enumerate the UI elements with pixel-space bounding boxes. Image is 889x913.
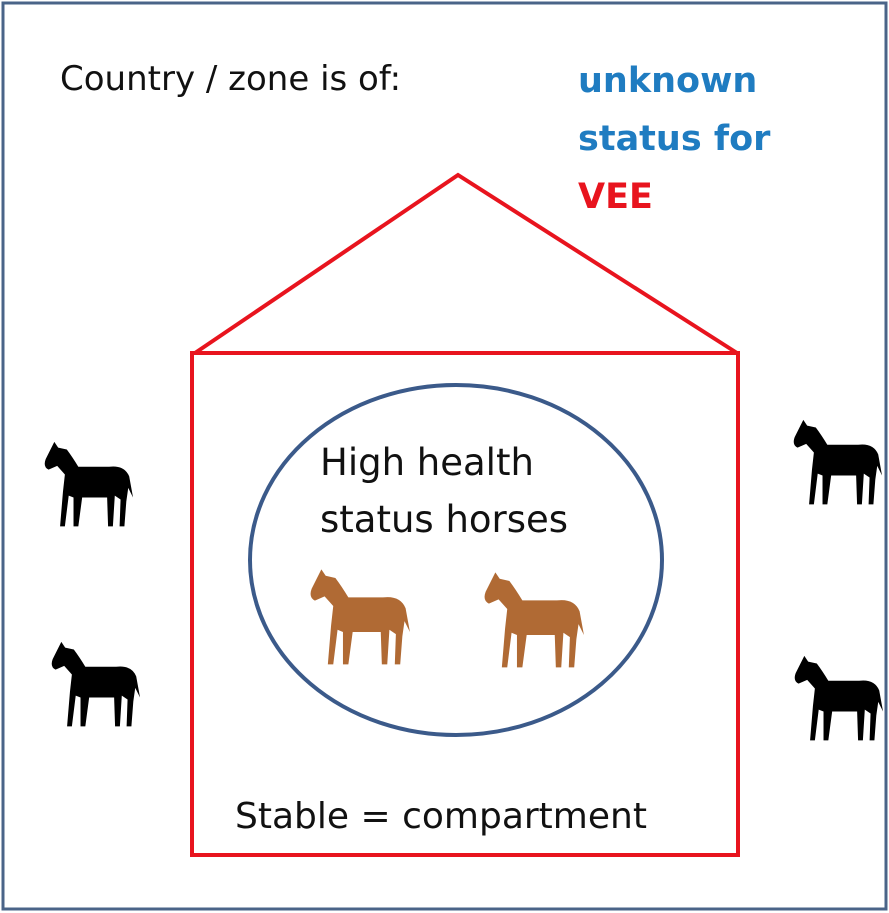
diagram: Country / zone is of: unknown status for…: [0, 0, 889, 913]
disease-name: VEE: [578, 177, 653, 217]
horse-icon: [45, 442, 133, 526]
horse-icon: [311, 569, 410, 664]
stable-roof: [195, 175, 737, 353]
horse-icon: [52, 642, 140, 726]
horse-icon: [795, 656, 883, 740]
page: Country / zone is of: unknown status for…: [0, 0, 889, 913]
status-line: unknown: [578, 61, 757, 101]
horse-icon: [794, 420, 882, 504]
herd-label: High health: [320, 441, 534, 484]
zone-title: Country / zone is of:: [60, 59, 401, 99]
herd-ellipse: [250, 385, 662, 735]
status-line: status for: [578, 119, 771, 159]
herd-label: status horses: [320, 498, 568, 541]
compartment-label: Stable = compartment: [235, 796, 647, 837]
horse-icon: [485, 572, 584, 667]
